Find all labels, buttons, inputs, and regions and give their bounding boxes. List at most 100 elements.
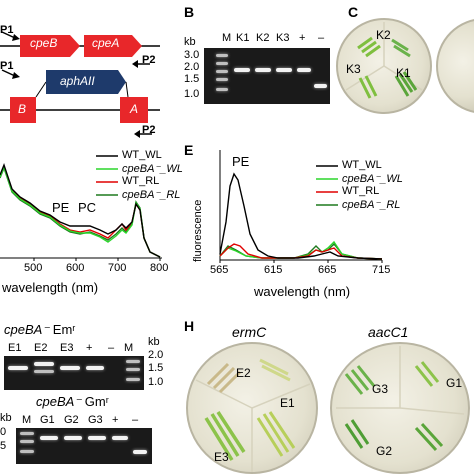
xtick-e-565: 565 <box>210 264 229 276</box>
panel-g-marker: Gmʳ <box>84 394 109 409</box>
series-e-wt-rl <box>219 243 383 260</box>
legend-d-mut-wl: cpeBA⁻_WL <box>122 163 183 175</box>
ladder-f-1-5: 1.5 <box>148 362 164 374</box>
peak-pe-e: PE <box>232 154 250 169</box>
legend-e-mut-wl: cpeBA⁻_WL <box>342 173 403 185</box>
fluorescence-chart <box>219 150 383 263</box>
legend-d-wt-wl: WT_WL <box>122 149 162 161</box>
panel-c-letter: C <box>348 4 359 20</box>
panel-g-strain: cpeBA⁻ <box>36 394 82 409</box>
lane-e3: E3 <box>60 342 74 354</box>
xtick-e-615: 615 <box>264 264 283 276</box>
gene-cpeb-label: cpeB <box>30 36 58 50</box>
lane-minus: – <box>318 32 325 44</box>
colony-k3: K3 <box>346 62 361 76</box>
gene-cpeb-arrow <box>20 35 80 57</box>
plate-ermc <box>186 342 318 474</box>
legend-e-mut-rl: cpeBA⁻_RL <box>342 199 401 211</box>
colony-k2: K2 <box>376 28 391 42</box>
colony-k1: K1 <box>396 66 411 80</box>
colony-g3: G3 <box>372 382 389 396</box>
panel-g-title: cpeBA⁻ Gmʳ <box>36 394 109 410</box>
xtick-d-500: 500 <box>24 262 43 274</box>
legend-e-wt-wl: WT_WL <box>342 159 382 171</box>
primer-p2-bottom: P2 <box>142 124 156 136</box>
panel-f-title: cpeBA⁻ Emʳ <box>4 322 75 338</box>
fragment-a-label: A <box>130 102 139 116</box>
xtick-d-700: 700 <box>108 262 127 274</box>
lane-e1: E1 <box>8 342 22 354</box>
ladder-g-0: 0 <box>0 426 7 438</box>
plate-aacc1 <box>330 342 470 474</box>
panel-b-letter: B <box>184 4 195 20</box>
peak-pe-d: PE <box>52 200 70 215</box>
colony-g2: G2 <box>376 444 393 458</box>
gel-image-g <box>16 428 152 464</box>
ladder-1-5: 1.5 <box>184 73 200 85</box>
panel-f-marker: Emʳ <box>52 322 76 337</box>
primer-p1-bottom: P1 <box>0 60 14 72</box>
ladder-3-0: 3.0 <box>184 49 200 61</box>
lane-g-m: M <box>22 414 32 426</box>
gene-diagram <box>0 31 160 138</box>
peak-pc-d: PC <box>78 200 97 215</box>
colony-e3: E3 <box>214 450 229 464</box>
kb-label: kb <box>184 36 196 48</box>
fragment-a <box>120 97 148 123</box>
lane-f-minus: – <box>108 342 115 354</box>
gene-cpea-arrow <box>84 35 142 57</box>
gene-cpea-label: cpeA <box>92 36 120 50</box>
kb-label-g: kb <box>0 412 12 424</box>
primer-arrow-p1-top <box>1 31 16 39</box>
panel-e-letter: E <box>184 142 194 158</box>
series-e-mut-wl <box>219 240 383 260</box>
gel-image-f <box>4 356 144 390</box>
plate-c <box>336 18 432 114</box>
colony-e1: E1 <box>280 396 295 410</box>
panel-f-strain: cpeBA⁻ <box>4 322 50 337</box>
cassette-aphaii <box>46 70 126 94</box>
lane-e2: E2 <box>34 342 48 354</box>
ladder-2-0: 2.0 <box>184 61 200 73</box>
kb-label-f: kb <box>148 336 160 348</box>
xlabel-d: wavelength (nm) <box>2 280 99 295</box>
ladder-f-1-0: 1.0 <box>148 376 164 388</box>
lane-k1: K1 <box>236 32 250 44</box>
plate-c-second <box>436 18 474 114</box>
primer-p2-top: P2 <box>142 54 156 66</box>
panel-h-letter: H <box>184 318 195 334</box>
xlabel-e: wavelength (nm) <box>254 284 351 299</box>
lane-f-m: M <box>124 342 134 354</box>
xtick-e-715: 715 <box>372 264 391 276</box>
absorbance-chart <box>0 162 162 261</box>
ladder-g-5: 5 <box>0 440 7 452</box>
gel-image-b <box>204 48 330 104</box>
lane-g-plus: + <box>112 414 119 426</box>
lane-g-minus: – <box>132 414 139 426</box>
lane-g1: G1 <box>40 414 55 426</box>
lane-k3: K3 <box>276 32 290 44</box>
colony-e2: E2 <box>236 366 251 380</box>
cassette-label: aphAII <box>60 74 95 88</box>
colony-g1: G1 <box>446 376 463 390</box>
primer-arrow-p2-bottom <box>134 130 140 138</box>
xtick-d-800: 800 <box>150 262 169 274</box>
lane-f-plus: + <box>86 342 93 354</box>
primer-arrow-p2-top <box>132 60 138 68</box>
ladder-f-2-0: 2.0 <box>148 349 164 361</box>
lane-m: M <box>222 32 232 44</box>
legend-d-mut-rl: cpeBA⁻_RL <box>122 189 181 201</box>
ylabel-e: fluorescence <box>192 199 204 262</box>
lane-g2: G2 <box>64 414 79 426</box>
lane-k2: K2 <box>256 32 270 44</box>
xtick-d-600: 600 <box>66 262 85 274</box>
xtick-e-665: 665 <box>318 264 337 276</box>
ladder-1-0: 1.0 <box>184 88 200 100</box>
series-e-wt-wl <box>219 172 383 260</box>
series-wt-wl <box>0 162 161 258</box>
legend-e-wt-rl: WT_RL <box>342 185 380 197</box>
plate1-title: ermC <box>232 324 267 340</box>
fragment-b <box>10 97 36 123</box>
fragment-b-label: B <box>18 102 27 116</box>
legend-d-wt-rl: WT_RL <box>122 175 160 187</box>
